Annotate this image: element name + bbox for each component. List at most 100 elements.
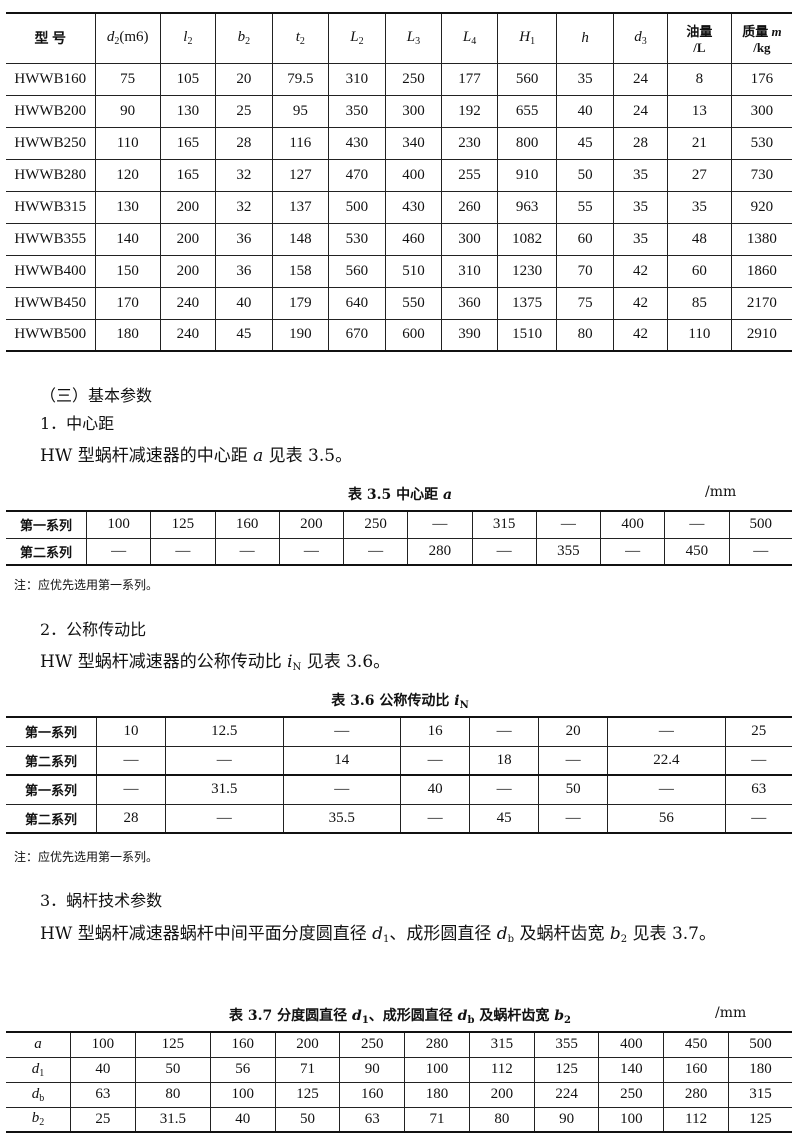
table-cell: 400: [598, 1031, 665, 1058]
text-segment: 见表 3.6。: [301, 652, 391, 672]
table-cell: 280: [404, 1031, 470, 1058]
table-cell: 310: [440, 254, 499, 288]
table-cell: 640: [327, 286, 386, 320]
table-cell: 655: [497, 94, 558, 128]
table-cell: 60: [556, 222, 615, 256]
table-cell: 14: [282, 745, 402, 776]
variable: H: [519, 29, 531, 46]
table-cell: 40: [400, 774, 471, 805]
variable: d: [372, 924, 383, 944]
header-line: 油量: [668, 21, 731, 40]
table-cell: 730: [730, 158, 792, 192]
table-cell: 35: [556, 62, 615, 96]
table-row: a 100 125 160 200 250 280 315 355 400 450 500: [6, 1031, 792, 1058]
table-cell: HWWB160: [6, 62, 96, 96]
table-cell: 110: [666, 318, 732, 352]
table-cell: 21: [666, 126, 732, 160]
table-cell: 125: [274, 1081, 341, 1108]
table-cell: 200: [274, 1031, 341, 1058]
table-row: 第一系列 100 125 160 200 250—315—400—500: [6, 510, 792, 539]
table-cell: —: [538, 745, 609, 776]
table-cell: 22.4: [607, 745, 726, 776]
table-cell: 56: [607, 803, 726, 834]
table-cell: —: [342, 537, 409, 566]
table-3-6-caption: 表 3.6 公称传动比 iN: [0, 690, 800, 711]
table-cell: 35: [666, 190, 732, 224]
table-cell: 45: [214, 318, 273, 352]
column-header: 型 号: [6, 12, 96, 64]
table-cell: —: [664, 510, 730, 539]
table-cell: 280: [407, 537, 473, 566]
subscript: N: [459, 700, 469, 711]
worm-paragraph: HW 型蜗杆减速器蜗杆中间平面分度圆直径 d1、成形圆直径 db 及蜗杆齿宽 b…: [40, 918, 780, 956]
variable: b: [554, 1008, 564, 1024]
table-cell: 42: [613, 286, 668, 320]
variable: d: [106, 29, 115, 46]
row-header: 第二系列: [6, 803, 97, 834]
variable: d: [496, 924, 508, 944]
column-header: b2: [214, 12, 273, 64]
table-row: HWWB355 140 200 36 148 530 460 300 1082 60 35 48 138…: [6, 222, 792, 256]
table-cell: —: [471, 537, 537, 566]
table-cell: 80: [134, 1081, 211, 1108]
table-cell: 530: [327, 222, 386, 256]
subscript: 4: [471, 36, 477, 48]
table-cell: 28: [96, 803, 166, 834]
table-cell: 1860: [730, 254, 792, 288]
variable: b: [609, 924, 621, 944]
table-cell: 360: [440, 286, 499, 320]
table-cell: 24: [613, 94, 668, 128]
table-cell: 350: [327, 94, 386, 128]
table-cell: 140: [94, 222, 161, 256]
table-cell: 340: [384, 126, 442, 160]
table-cell: HWWB355: [6, 222, 96, 256]
table-cell: 390: [440, 318, 499, 352]
table-cell: 13: [666, 94, 732, 128]
subscript: 2: [245, 36, 251, 48]
subscript: 2: [564, 1015, 571, 1026]
table-row: 第二系列 — —14—18—22.4—: [6, 745, 792, 776]
table-cell: 10: [96, 716, 166, 747]
text-segment: 、成形圆直径: [368, 1008, 458, 1024]
row-header: b2: [6, 1106, 71, 1133]
table-cell: 176: [730, 62, 792, 96]
table-cell: 460: [384, 222, 442, 256]
table-cell: HWWB250: [6, 126, 96, 160]
subscript: 1: [361, 1015, 369, 1026]
table-cell: 110: [94, 126, 161, 160]
table-cell: —: [407, 510, 473, 539]
row-header: 第一系列: [6, 716, 97, 747]
column-header: d3: [613, 12, 668, 64]
table-cell: 355: [533, 1031, 600, 1058]
table-cell: 36: [214, 222, 273, 256]
text-segment: 表 3.6 公称传动比: [331, 693, 455, 709]
table-cell: 16: [400, 716, 471, 747]
table-cell: —: [282, 774, 402, 805]
subscript: 1: [530, 36, 536, 48]
table-cell: —: [165, 803, 284, 834]
table-cell: 90: [94, 94, 161, 128]
table-cell: 560: [497, 62, 558, 96]
table-cell: 40: [70, 1056, 136, 1083]
table-row: HWWB280 120 165 32 127 470 400 255 910 50 35 27 730: [6, 158, 792, 192]
subscript: 2: [620, 934, 628, 945]
table-cell: 2170: [730, 286, 792, 320]
table-cell: 35.5: [282, 803, 402, 834]
table-cell: —: [165, 745, 284, 776]
table-cell: 79.5: [271, 62, 329, 96]
table-cell: 450: [663, 1031, 729, 1058]
table-cell: 1230: [497, 254, 558, 288]
subscript: b: [507, 934, 515, 945]
table-cell: 28: [613, 126, 668, 160]
subsection-heading-center-distance: 1．中心距: [40, 414, 115, 433]
table-cell: 8: [666, 62, 732, 96]
column-header: L3: [384, 12, 442, 64]
table-cell: 510: [384, 254, 442, 288]
center-distance-paragraph: HW 型蜗杆减速器的中心距 a 见表 3.5。: [40, 441, 352, 466]
table-cell: 75: [94, 62, 161, 96]
table-cell: 80: [556, 318, 615, 352]
table-cell: 255: [440, 158, 499, 192]
header-label: 型 号: [34, 32, 67, 48]
subscript: b: [39, 1092, 45, 1104]
table-cell: 250: [384, 62, 442, 96]
